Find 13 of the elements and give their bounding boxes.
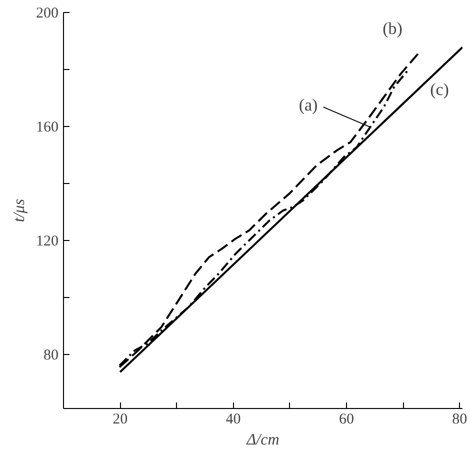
annotation: (c)	[430, 80, 449, 99]
y-tick-label: 120	[36, 233, 58, 250]
y-axis-title: t/μs	[11, 198, 28, 222]
x-tick-label: 80	[452, 412, 468, 428]
y-tick-label: 200	[36, 6, 58, 22]
y-tick-label: 80	[44, 347, 58, 364]
annotation: (b)	[382, 19, 402, 38]
x-axis-title: Δ/cm	[246, 432, 280, 448]
y-tick-label: 160	[36, 119, 58, 136]
annotation: (a)	[298, 96, 318, 115]
x-tick-label: 20	[112, 412, 128, 428]
x-tick-label: 40	[226, 412, 241, 428]
x-tick-label: 60	[338, 412, 354, 428]
